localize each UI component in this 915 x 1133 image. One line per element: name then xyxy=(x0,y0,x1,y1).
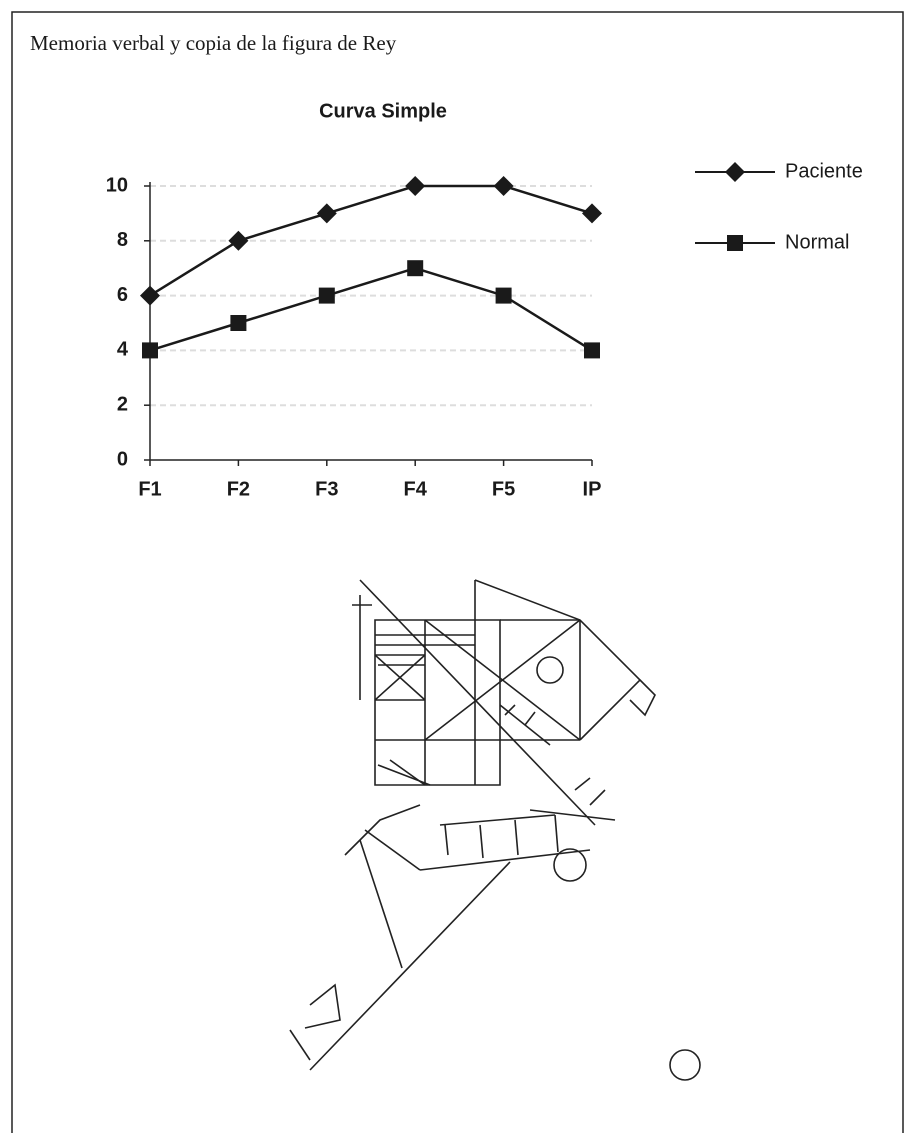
point xyxy=(582,203,602,223)
point xyxy=(494,176,514,196)
point xyxy=(407,260,423,276)
y-tick-label: 6 xyxy=(117,284,128,306)
figure-title: Memoria verbal y copia de la figura de R… xyxy=(30,31,397,55)
legend-label: Normal xyxy=(785,231,849,253)
y-tick-label: 4 xyxy=(117,339,129,361)
point xyxy=(405,176,425,196)
rey-figure-drawing xyxy=(290,580,700,1080)
y-tick-label: 2 xyxy=(117,393,128,415)
frame xyxy=(12,12,903,1133)
point xyxy=(230,315,246,331)
x-tick-label: IP xyxy=(583,478,602,500)
point xyxy=(496,288,512,304)
chart-title: Curva Simple xyxy=(319,100,447,122)
legend-marker xyxy=(727,235,743,251)
y-tick-label: 8 xyxy=(117,229,128,251)
x-tick-label: F1 xyxy=(138,478,161,500)
legend-marker xyxy=(725,162,745,182)
y-tick-label: 10 xyxy=(106,174,128,196)
legend-label: Paciente xyxy=(785,160,863,182)
page: Memoria verbal y copia de la figura de R… xyxy=(0,0,915,1133)
x-tick-label: F3 xyxy=(315,478,338,500)
x-tick-label: F5 xyxy=(492,478,515,500)
y-tick-label: 0 xyxy=(117,448,128,470)
point xyxy=(228,231,248,251)
x-tick-label: F2 xyxy=(227,478,250,500)
point xyxy=(317,203,337,223)
series-line xyxy=(150,268,592,350)
point xyxy=(140,286,160,306)
point xyxy=(142,342,158,358)
point xyxy=(319,288,335,304)
point xyxy=(584,342,600,358)
x-tick-label: F4 xyxy=(404,478,428,500)
